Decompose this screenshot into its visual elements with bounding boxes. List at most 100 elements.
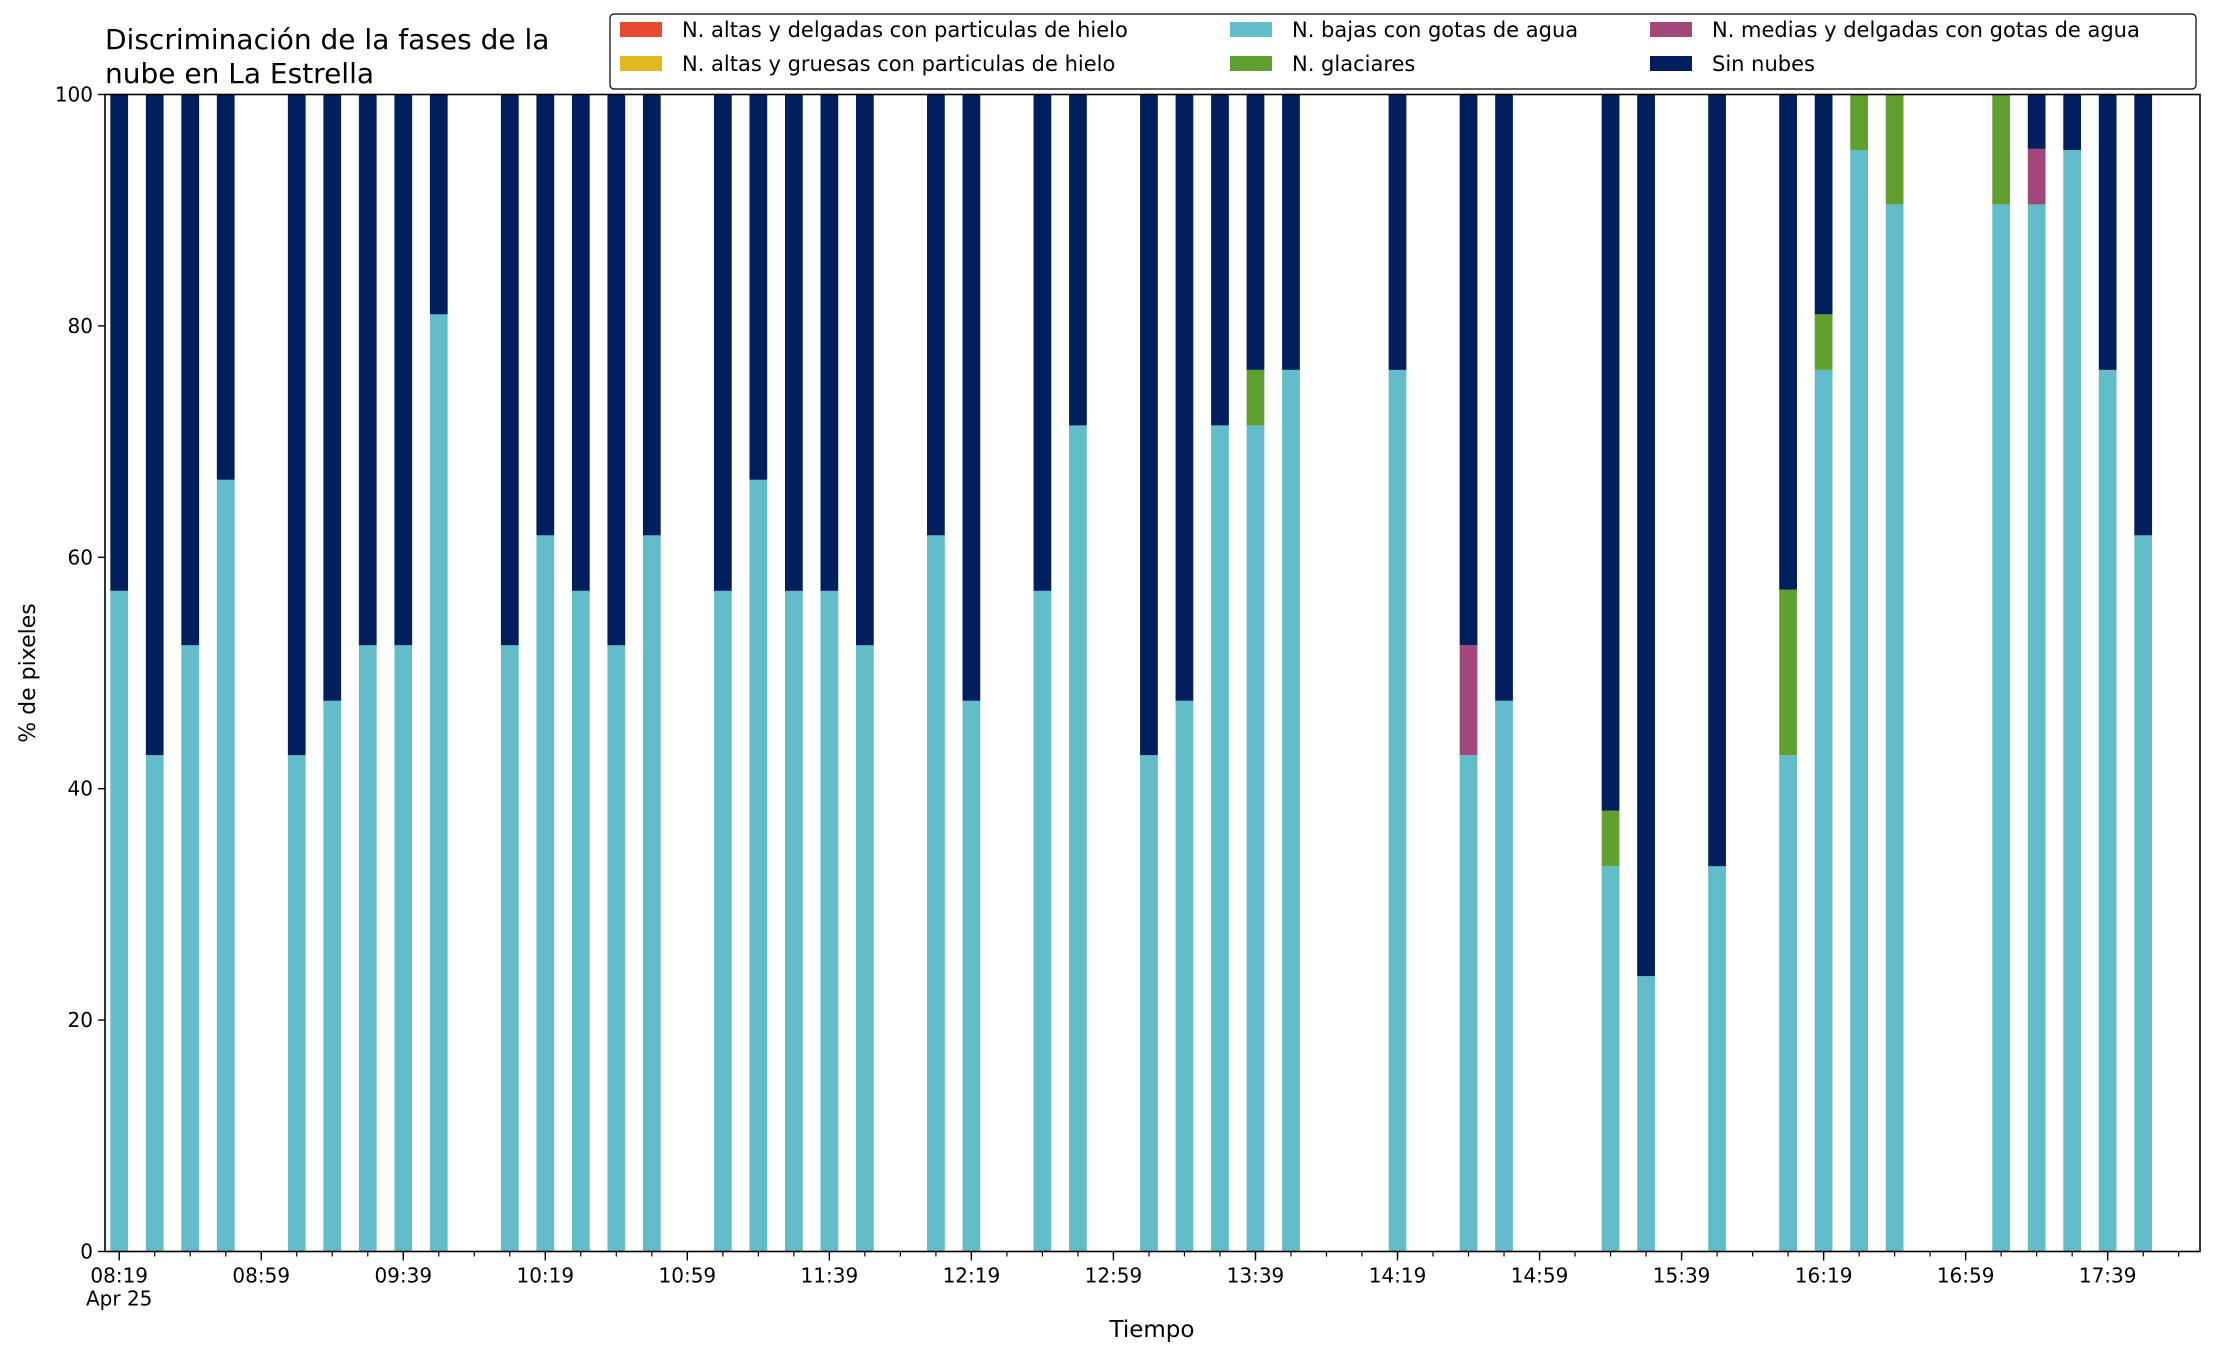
- bar-segment: [2098, 94, 2117, 370]
- bar-segment: [536, 535, 555, 1252]
- bar-segment: [1033, 94, 1052, 591]
- bar-segment: [607, 645, 626, 1252]
- x-tick-label: 12:59: [1085, 1264, 1143, 1288]
- x-tick-label: 17:39: [2079, 1264, 2137, 1288]
- bar-segment: [1388, 369, 1407, 1252]
- bar-segment: [1175, 700, 1194, 1252]
- bar-segment: [358, 94, 377, 646]
- x-axis-label: Tiempo: [1109, 1317, 1195, 1343]
- y-tick-label: 40: [68, 777, 93, 801]
- bar-segment: [1140, 94, 1158, 756]
- y-tick-label: 60: [68, 545, 93, 569]
- bars: [110, 94, 2153, 1252]
- bar-segment: [110, 590, 129, 1252]
- bar-segment: [1211, 425, 1229, 1252]
- bar-segment: [820, 94, 839, 591]
- bar-segment: [2027, 148, 2046, 205]
- legend-label: Sin nubes: [1712, 52, 1815, 76]
- bar-segment: [287, 94, 306, 756]
- bar-segment: [962, 94, 981, 701]
- bar-segment: [1885, 94, 1904, 205]
- x-tick-label: 08:59: [232, 1264, 290, 1288]
- bar-segment: [394, 94, 413, 646]
- bar-segment: [1637, 976, 1655, 1252]
- bar-segment: [1601, 94, 1620, 811]
- bar-segment: [181, 645, 200, 1252]
- bar-segment: [216, 94, 235, 480]
- bar-segment: [2134, 94, 2153, 536]
- bar-segment: [927, 535, 945, 1252]
- y-tick-label: 100: [55, 83, 93, 107]
- x-tick-label: 13:39: [1227, 1264, 1285, 1288]
- bar-segment: [1601, 866, 1620, 1252]
- bar-segment: [1246, 94, 1265, 370]
- y-axis-label: % de pixeles: [16, 603, 41, 742]
- x-tick-label: 11:39: [801, 1264, 859, 1288]
- bar-segment: [1282, 369, 1300, 1252]
- x-tick-label: 14:19: [1369, 1264, 1427, 1288]
- bar-segment: [145, 755, 164, 1252]
- bar-segment: [181, 94, 200, 646]
- bar-segment: [1459, 755, 1478, 1252]
- bar-segment: [1069, 94, 1087, 426]
- bar-segment: [856, 645, 874, 1252]
- bar-segment: [1282, 94, 1300, 370]
- bar-segment: [1246, 369, 1265, 426]
- x-tick-date-label: Apr 25: [86, 1287, 152, 1311]
- legend-swatch: [1230, 22, 1272, 37]
- bar-segment: [784, 94, 803, 591]
- legend-swatch: [1650, 22, 1692, 37]
- bar-segment: [1814, 369, 1833, 1252]
- bar-segment: [1779, 94, 1797, 590]
- bar-segment: [642, 535, 661, 1252]
- legend-swatch: [620, 56, 662, 71]
- bar-segment: [927, 94, 945, 536]
- legend-swatch: [620, 22, 662, 37]
- bar-segment: [1033, 590, 1052, 1252]
- bar-segment: [2134, 535, 2153, 1252]
- bar-segment: [323, 94, 342, 701]
- bar-segment: [500, 645, 519, 1252]
- bar-segment: [536, 94, 555, 536]
- legend-frame: [609, 13, 2197, 90]
- bar-segment: [749, 94, 768, 480]
- bar-segment: [2063, 150, 2082, 1252]
- bar-segment: [2063, 94, 2082, 151]
- chart-title-line-1: Discriminación de la fases de la: [105, 23, 549, 56]
- bar-segment: [1246, 425, 1265, 1252]
- x-tick-label: 10:59: [659, 1264, 717, 1288]
- bar-segment: [1140, 755, 1158, 1252]
- bar-segment: [1601, 810, 1620, 867]
- chart-title-line-2: nube en La Estrella: [105, 57, 374, 90]
- bar-segment: [429, 314, 448, 1252]
- bar-segment: [323, 700, 342, 1252]
- legend-swatch: [1650, 56, 1692, 71]
- legend: N. altas y delgadas con particulas de hi…: [609, 13, 2197, 90]
- bar-segment: [1069, 425, 1087, 1252]
- bar-segment: [1708, 94, 1726, 867]
- y-axis: 0 20 40 60 80 100: [55, 83, 105, 1264]
- legend-label: N. medias y delgadas con gotas de agua: [1712, 18, 2140, 42]
- bar-segment: [1814, 314, 1833, 370]
- bar-segment: [358, 645, 377, 1252]
- bar-segment: [145, 94, 164, 756]
- bar-segment: [784, 590, 803, 1252]
- bar-segment: [1779, 589, 1797, 756]
- bar-segment: [1637, 94, 1655, 977]
- bar-segment: [1992, 204, 2011, 1252]
- bar-segment: [110, 94, 129, 591]
- x-tick-label: 16:19: [1795, 1264, 1853, 1288]
- legend-label: N. altas y delgadas con particulas de hi…: [682, 18, 1128, 42]
- plot-frame: [104, 93, 2201, 1253]
- bar-segment: [713, 94, 732, 591]
- bar-segment: [962, 700, 981, 1252]
- bar-segment: [1885, 204, 1904, 1252]
- bar-segment: [1850, 150, 1868, 1252]
- bar-segment: [287, 755, 306, 1252]
- bar-segment: [607, 94, 626, 646]
- bar-segment: [1175, 94, 1194, 701]
- bar-segment: [1211, 94, 1229, 426]
- x-tick-label: 12:19: [943, 1264, 1001, 1288]
- bar-segment: [713, 590, 732, 1252]
